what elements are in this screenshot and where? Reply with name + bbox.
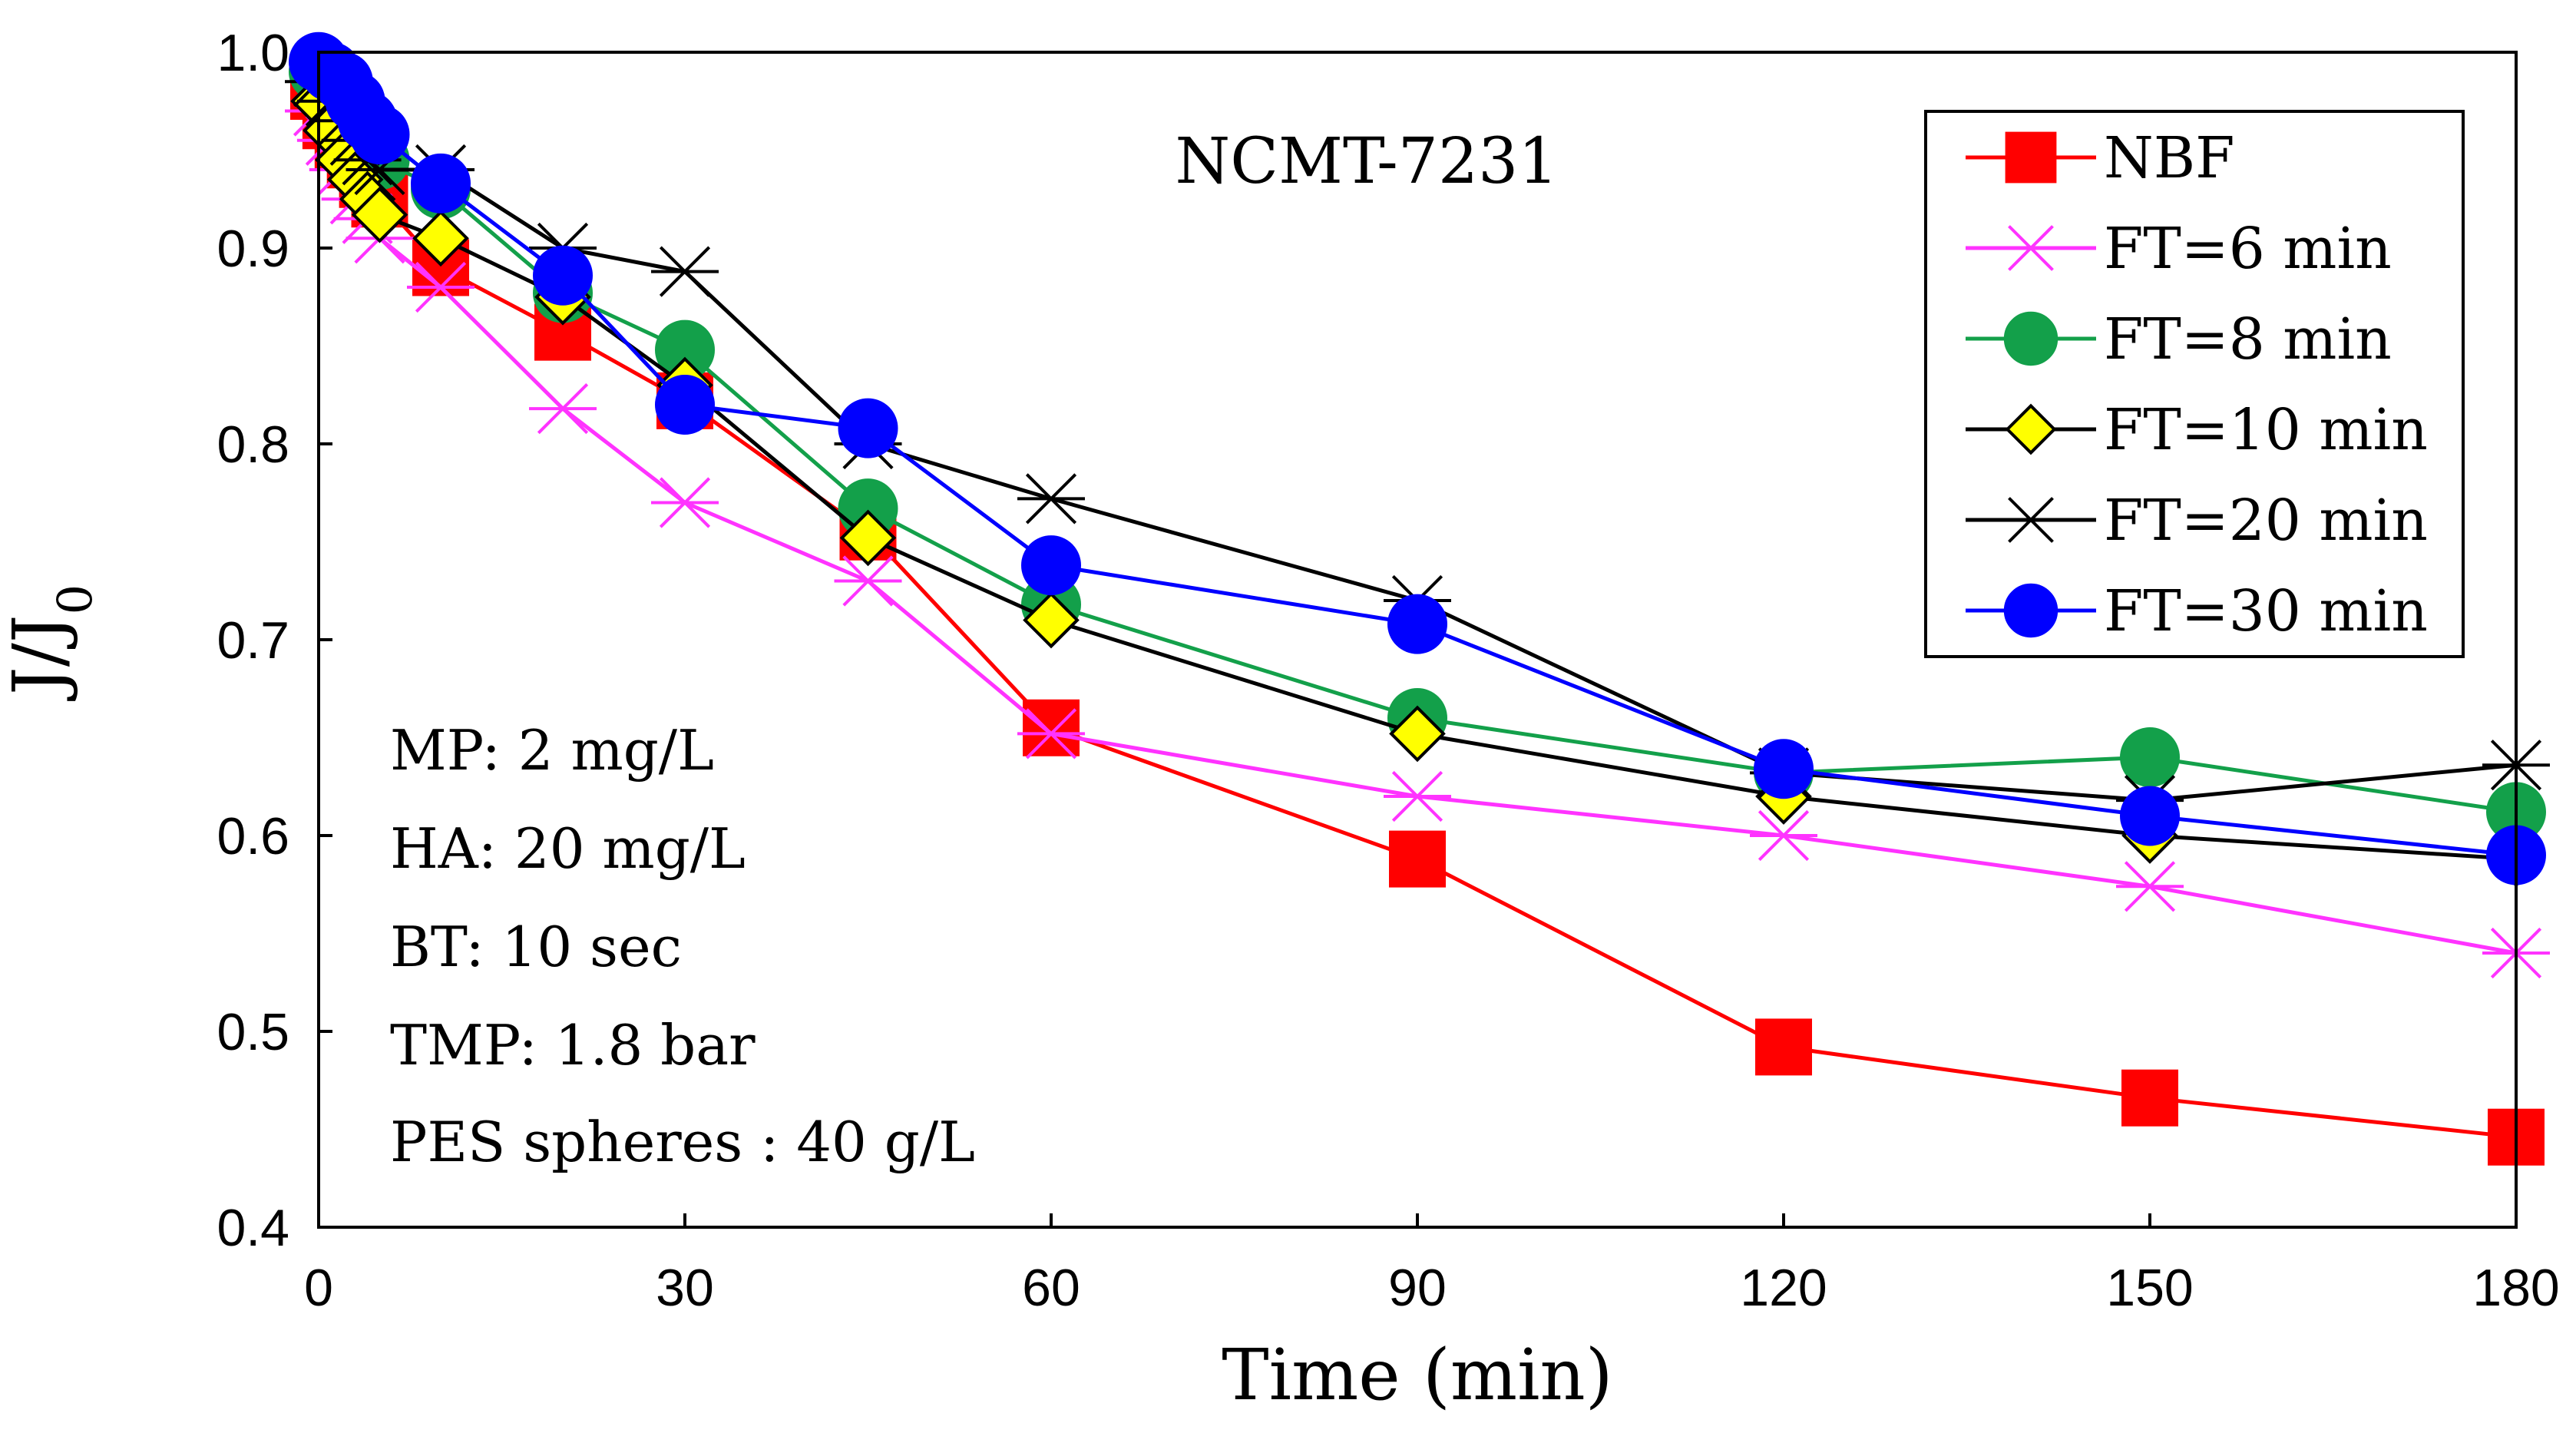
data-point-ft-10-min <box>1023 591 1080 649</box>
x-tick-label: 60 <box>1022 1259 1080 1317</box>
data-point-ft-6-min <box>1017 708 1085 760</box>
annotation-ha: HA: 20 mg/L <box>390 816 746 881</box>
y-tick-labels: 0.4 0.5 0.6 0.7 0.8 0.9 1.0 <box>217 24 289 1257</box>
y-tick-label: 1.0 <box>217 24 289 82</box>
y-axis-title-group: J/J0 <box>0 584 103 701</box>
x-tick-label: 90 <box>1388 1259 1447 1317</box>
annotation-pes: PES spheres : 40 g/L <box>390 1110 975 1174</box>
data-point-ft-6-min <box>2116 861 2184 912</box>
chart-title: NCMT-7231 <box>1176 125 1559 198</box>
y-tick-label: 0.4 <box>217 1199 289 1257</box>
data-point-ft-20-min <box>1017 473 1085 525</box>
legend-entry-nbf: NBF <box>1966 125 2234 191</box>
data-point-nbf <box>1023 699 1080 756</box>
data-point-ft-10-min <box>839 509 897 567</box>
series-group <box>285 31 2550 1166</box>
legend-entry-ft-8-min: FT=8 min <box>1966 306 2392 372</box>
data-point-ft-6-min <box>529 383 597 435</box>
x-tick-label: 180 <box>2472 1259 2559 1317</box>
legend-entries: NBF FT=6 min FT=8 min FT=10 min FT=20 min FT=… <box>1966 125 2428 644</box>
data-point-ft-30-min <box>655 375 715 435</box>
x-tick-label: 150 <box>2106 1259 2193 1317</box>
data-point-nbf <box>1389 830 1446 888</box>
legend-label: FT=6 min <box>2104 216 2392 282</box>
legend-entry-ft-20-min: FT=20 min <box>1966 488 2428 554</box>
legend-label: NBF <box>2104 125 2234 191</box>
legend-label: FT=8 min <box>2104 306 2392 372</box>
data-point-nbf <box>2121 1069 2178 1127</box>
data-point-ft-30-min <box>349 104 410 165</box>
y-tick-label: 0.7 <box>217 611 289 670</box>
legend-entry-ft-6-min: FT=6 min <box>1966 216 2392 282</box>
annotation-mp: MP: 2 mg/L <box>390 718 714 783</box>
annotation-bt: BT: 10 sec <box>390 915 682 979</box>
legend-label: FT=20 min <box>2104 488 2428 554</box>
annotation-block: MP: 2 mg/L HA: 20 mg/L BT: 10 sec TMP: 1… <box>390 718 975 1174</box>
data-point-ft-30-min <box>533 245 593 306</box>
annotation-tmp: TMP: 1.8 bar <box>390 1013 756 1077</box>
data-point-ft-30-min <box>838 398 898 458</box>
data-point-ft-10-min <box>412 210 469 267</box>
data-point-ft-10-min <box>351 186 408 243</box>
legend: NBF FT=6 min FT=8 min FT=10 min FT=20 min FT=… <box>1924 110 2465 658</box>
x-tick-label: 120 <box>1740 1259 1827 1317</box>
legend-entry-ft-30-min: FT=30 min <box>1966 578 2428 644</box>
legend-marker <box>2005 403 2057 455</box>
data-point-ft-30-min <box>1754 739 1814 799</box>
data-point-ft-8-min <box>2120 727 2180 787</box>
data-point-ft-10-min <box>1389 705 1446 763</box>
data-point-ft-30-min <box>411 153 471 213</box>
y-tick-label: 0.6 <box>217 807 289 865</box>
legend-marker <box>2003 311 2058 366</box>
x-tick-label: 0 <box>304 1259 333 1317</box>
legend-marker <box>2000 225 2062 271</box>
y-axis-title: J/J0 <box>0 584 103 701</box>
data-point-ft-6-min <box>1384 770 1451 822</box>
y-tick-label: 0.9 <box>217 220 289 278</box>
plot-area-frame <box>317 51 2518 1229</box>
data-point-ft-6-min <box>834 555 902 607</box>
data-point-ft-6-min <box>1750 809 1817 862</box>
x-tick-labels: 0 30 60 90 120 150 180 <box>304 1259 2560 1317</box>
legend-marker <box>2003 583 2058 638</box>
data-point-ft-30-min <box>2120 786 2180 846</box>
data-point-ft-6-min <box>407 261 475 313</box>
legend-marker <box>2000 497 2062 543</box>
legend-label: FT=30 min <box>2104 578 2428 644</box>
legend-box <box>1924 110 2465 658</box>
legend-entry-ft-10-min: FT=10 min <box>1966 397 2428 463</box>
x-axis-title: Time (min) <box>1222 1334 1612 1416</box>
data-point-ft-30-min <box>1387 594 1447 654</box>
data-point-ft-6-min <box>651 477 719 528</box>
y-tick-label: 0.8 <box>217 415 289 474</box>
data-point-ft-30-min <box>1021 535 1081 596</box>
data-point-nbf <box>1755 1018 1812 1076</box>
legend-label: FT=10 min <box>2104 397 2428 463</box>
y-axis-title-subscript: 0 <box>47 584 103 614</box>
data-point-ft-20-min <box>651 246 719 297</box>
x-tick-label: 30 <box>656 1259 714 1317</box>
y-tick-label: 0.5 <box>217 1003 289 1061</box>
legend-marker <box>2005 131 2057 184</box>
y-axis-title-main: J/J <box>0 614 80 701</box>
